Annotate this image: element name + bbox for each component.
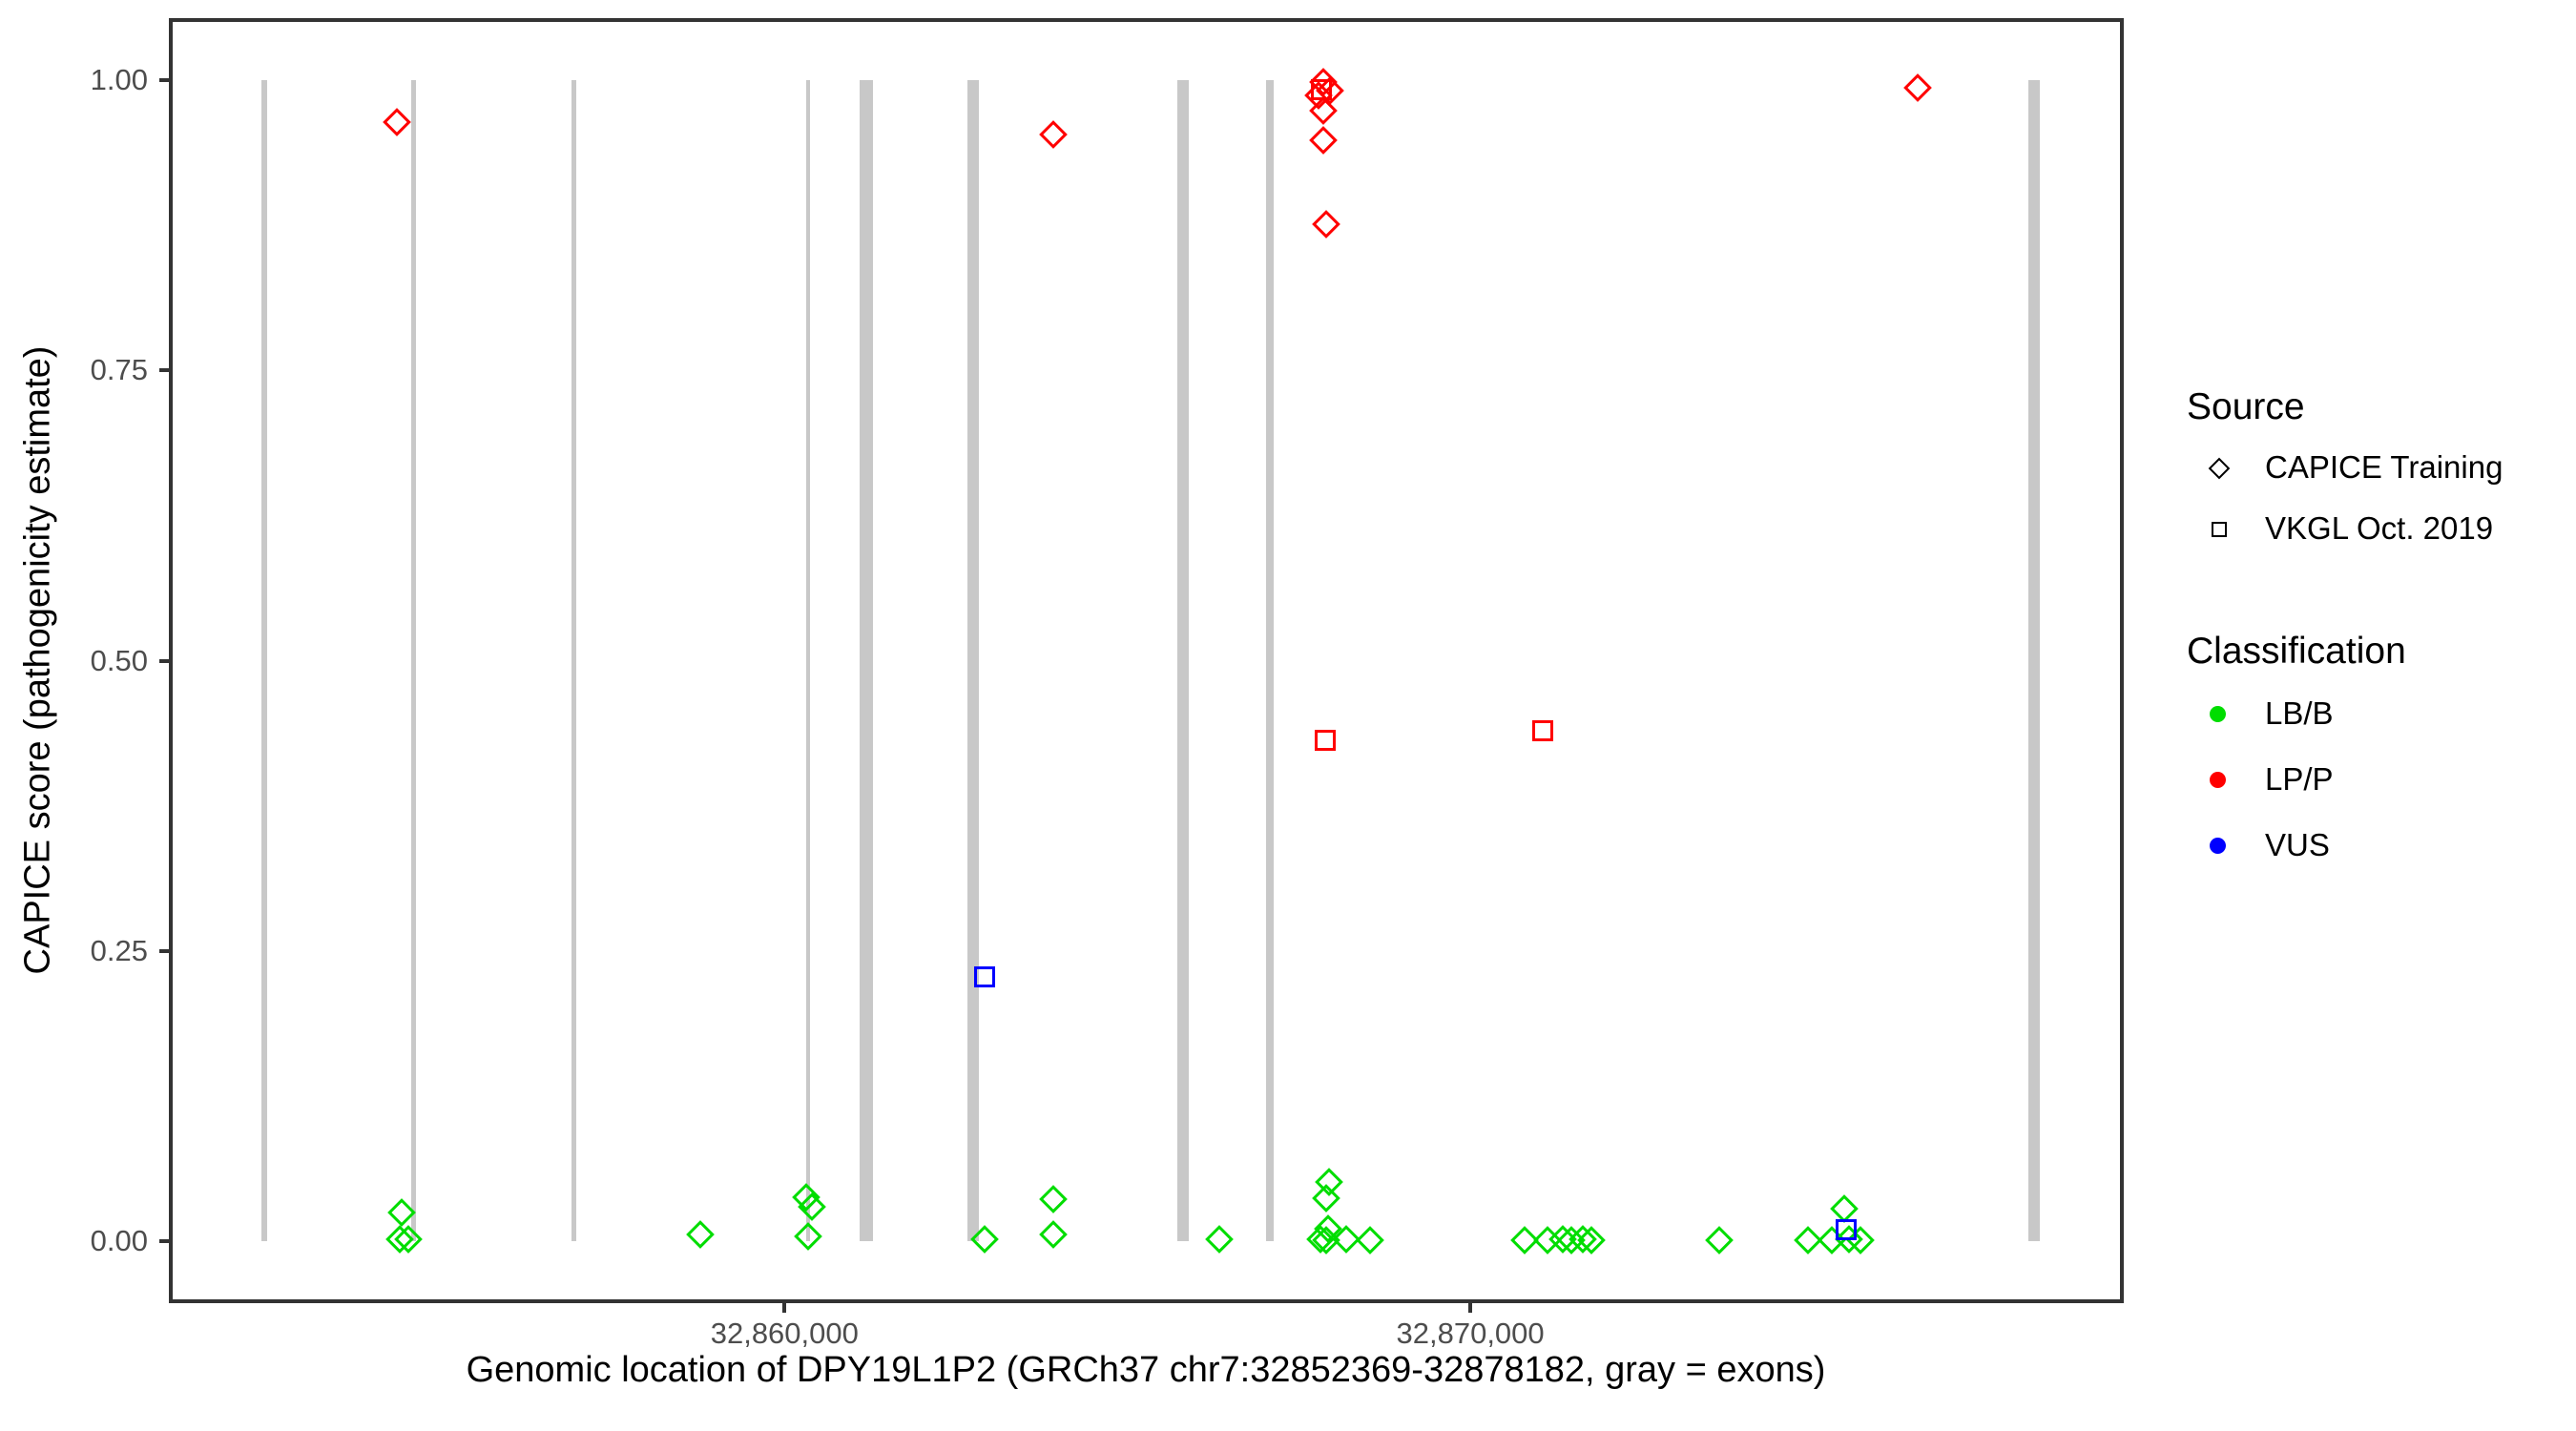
point-diamond-lbb (794, 1222, 822, 1252)
plot-panel (169, 18, 2124, 1303)
color-dot-icon (2210, 706, 2226, 722)
legend-classification-title: Classification (2187, 631, 2406, 672)
legend-item-label: LB/B (2265, 695, 2334, 731)
color-dot-icon (2210, 772, 2226, 788)
point-square-vus (973, 965, 995, 987)
legend-item-label: CAPICE Training (2265, 449, 2503, 485)
exon-bar (966, 79, 979, 1242)
color-dot-icon (2210, 838, 2226, 854)
exon-bar (2027, 79, 2040, 1242)
y-axis-tick-label: 0.50 (90, 643, 148, 677)
point-square-vus (1835, 1218, 1857, 1240)
legend-item-label: VUS (2265, 827, 2330, 862)
point-square-lpp (1314, 730, 1336, 752)
x-axis-tick (1468, 1300, 1473, 1313)
exon-bar (411, 79, 417, 1242)
x-axis-tick (782, 1300, 787, 1313)
exon-bar (859, 79, 873, 1242)
y-axis-tick (159, 77, 172, 82)
point-diamond-lbb (1704, 1226, 1734, 1255)
y-axis-tick (159, 658, 172, 663)
exon-bar (1265, 79, 1274, 1242)
legend-source-title: Source (2187, 386, 2305, 427)
point-diamond-lpp (1902, 73, 1932, 103)
point-diamond-lbb (1038, 1219, 1068, 1249)
exon-bar (571, 79, 577, 1242)
y-axis-tick (159, 368, 172, 373)
y-axis-tick (159, 1239, 172, 1244)
x-axis-tick-label: 32,860,000 (710, 1317, 859, 1350)
exon-bar (260, 79, 268, 1242)
y-axis-tick-label: 0.75 (90, 353, 148, 387)
point-square-lpp (1310, 78, 1332, 100)
point-diamond-lpp (383, 107, 411, 136)
point-diamond-lbb (1204, 1224, 1234, 1254)
exon-bar (1176, 79, 1189, 1242)
y-axis-tick-label: 0.25 (90, 933, 148, 967)
point-diamond-lbb (686, 1219, 715, 1249)
point-square-lpp (1531, 719, 1553, 741)
point-diamond-lbb (1355, 1226, 1384, 1255)
y-axis-title: CAPICE score (pathogenicity estimate) (17, 345, 58, 975)
point-diamond-lpp (1308, 126, 1338, 156)
y-axis-tick-label: 0.00 (90, 1224, 148, 1258)
legend-item-label: LP/P (2265, 761, 2334, 797)
square-marker-icon (2212, 522, 2227, 537)
x-axis-title: Genomic location of DPY19L1P2 (GRCh37 ch… (466, 1350, 1826, 1390)
diamond-marker-icon (2208, 457, 2231, 480)
exon-bar (806, 79, 811, 1242)
point-diamond-lpp (1311, 209, 1340, 238)
x-axis-tick-label: 32,870,000 (1396, 1317, 1545, 1350)
point-diamond-lbb (1038, 1185, 1068, 1214)
legend-item-label: VKGL Oct. 2019 (2265, 510, 2494, 546)
y-axis-tick (159, 948, 172, 953)
point-diamond-lpp (1038, 120, 1068, 149)
y-axis-tick-label: 1.00 (90, 62, 148, 96)
